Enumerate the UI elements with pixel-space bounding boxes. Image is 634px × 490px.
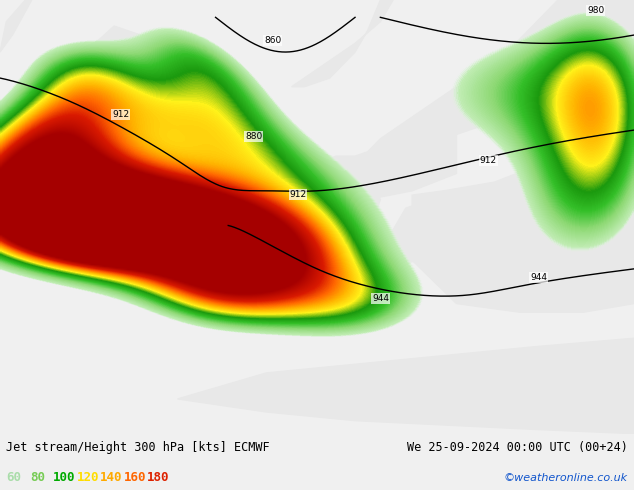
Polygon shape [0, 0, 32, 52]
Polygon shape [380, 195, 469, 269]
Text: 140: 140 [100, 471, 122, 484]
Text: 60: 60 [6, 471, 22, 484]
Text: 100: 100 [53, 471, 75, 484]
Polygon shape [444, 0, 634, 139]
Text: 880: 880 [245, 132, 262, 141]
Text: 912: 912 [112, 110, 129, 119]
Polygon shape [0, 87, 38, 195]
Text: Jet stream/Height 300 hPa [kts] ECMWF: Jet stream/Height 300 hPa [kts] ECMWF [6, 441, 270, 454]
Text: 80: 80 [30, 471, 45, 484]
Text: ©weatheronline.co.uk: ©weatheronline.co.uk [503, 472, 628, 483]
Text: 980: 980 [587, 6, 605, 15]
Text: We 25-09-2024 00:00 UTC (00+24): We 25-09-2024 00:00 UTC (00+24) [407, 441, 628, 454]
Text: 180: 180 [147, 471, 169, 484]
Polygon shape [222, 87, 266, 139]
Polygon shape [95, 26, 139, 56]
Text: 944: 944 [372, 294, 389, 303]
Polygon shape [178, 217, 279, 295]
Polygon shape [412, 139, 634, 312]
Text: 912: 912 [289, 190, 307, 199]
Polygon shape [342, 182, 380, 243]
Text: 860: 860 [264, 36, 281, 46]
Text: 912: 912 [479, 156, 497, 165]
Polygon shape [292, 0, 393, 87]
Polygon shape [178, 338, 634, 434]
Polygon shape [228, 156, 342, 217]
Text: 120: 120 [77, 471, 99, 484]
Polygon shape [317, 87, 456, 199]
Text: 944: 944 [531, 273, 547, 282]
Text: 160: 160 [124, 471, 146, 484]
